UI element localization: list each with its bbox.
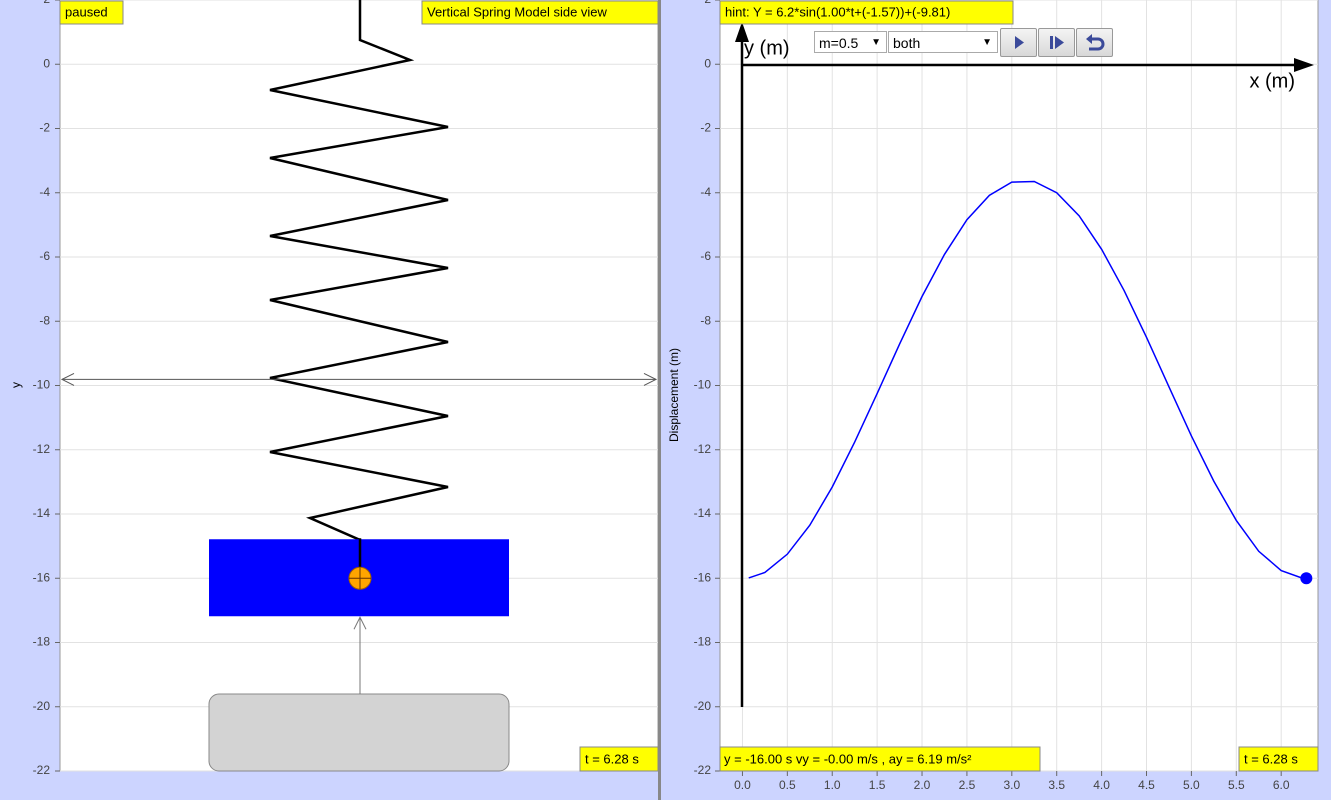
time-box <box>579 746 659 772</box>
y-tick-label: -14 <box>33 506 51 520</box>
y-tick-label: -6 <box>700 249 711 263</box>
play-button[interactable] <box>1000 28 1037 57</box>
title-box <box>421 0 659 25</box>
y-tick-label: -2 <box>700 121 711 135</box>
x-tick-label: 4.5 <box>1138 778 1155 792</box>
icon <box>1086 34 1105 51</box>
mass-select[interactable]: m=0.5 ▼ <box>814 31 887 53</box>
crosshair <box>349 567 371 590</box>
readout-box <box>719 746 1041 772</box>
y-tick-label: -10 <box>33 378 51 392</box>
title: Vertical Spring Model side view <box>427 4 608 19</box>
y-tick-label: -20 <box>33 699 51 713</box>
x-tick-label: 2.0 <box>914 778 931 792</box>
step-button[interactable] <box>1038 28 1075 57</box>
x-tick-label: 5.0 <box>1183 778 1200 792</box>
y-tick-label: -12 <box>33 442 51 456</box>
y-tick-label: -22 <box>33 763 51 777</box>
y-tick-label: -4 <box>700 185 711 199</box>
x-tick-label: 6.0 <box>1273 778 1290 792</box>
y-tick-label: -16 <box>33 570 51 584</box>
axis-y-name: y (m) <box>744 37 790 59</box>
y-tick-label: -18 <box>33 635 51 649</box>
mass-select-text: m=0.5 <box>819 35 859 51</box>
y-tick-label: -8 <box>700 313 711 327</box>
time: t = 6.28 s <box>1244 751 1298 766</box>
mode-select-text: both <box>893 35 921 51</box>
x-tick-label: 0.0 <box>734 778 751 792</box>
x-tick-label: 3.5 <box>1048 778 1065 792</box>
arrowhead <box>1294 58 1314 72</box>
spring <box>269 0 449 579</box>
status: paused <box>65 4 108 19</box>
readout: y = -16.00 s vy = -0.00 m/s , ay = 6.19 … <box>724 751 972 766</box>
left-y-label: y <box>9 382 23 388</box>
hint-box <box>719 0 1014 25</box>
divider <box>658 0 661 800</box>
y-tick-label: 0 <box>704 56 711 70</box>
x-tick-label: 0.5 <box>779 778 796 792</box>
hint: hint: Y = 6.2*sin(1.00*t+(-1.57))+(-9.81… <box>725 4 950 19</box>
y-tick-label: -16 <box>694 570 712 584</box>
x-tick-label: 1.5 <box>869 778 886 792</box>
x-tick-label: 3.0 <box>1003 778 1020 792</box>
y-tick-label: -8 <box>39 313 50 327</box>
arrowhead <box>60 372 658 386</box>
y-tick-label: -18 <box>694 635 712 649</box>
status-box <box>59 0 124 25</box>
displacement-curve <box>748 180 1307 580</box>
x-tick-label: 2.5 <box>959 778 976 792</box>
icon <box>1050 36 1064 49</box>
arrowhead <box>735 22 749 42</box>
y-tick-label: -22 <box>694 763 712 777</box>
y-tick-label: -2 <box>39 121 50 135</box>
y-tick-label: -6 <box>39 249 50 263</box>
y-tick-label: 0 <box>43 56 50 70</box>
y-tick-label: -10 <box>694 378 712 392</box>
icon <box>1015 36 1024 49</box>
x-tick-label: 1.0 <box>824 778 841 792</box>
y-tick-label: 2 <box>704 0 711 6</box>
arrowhead <box>353 616 367 630</box>
x-tick-label: 5.5 <box>1228 778 1245 792</box>
time-box <box>1238 746 1319 772</box>
y-tick-label: -12 <box>694 442 712 456</box>
right-y-label: Displacement (m) <box>667 348 681 442</box>
y-tick-label: -4 <box>39 185 50 199</box>
current-point <box>1300 572 1313 585</box>
ground <box>208 693 510 772</box>
y-tick-label: -20 <box>694 699 712 713</box>
y-tick-label: 2 <box>43 0 50 6</box>
x-tick-label: 4.0 <box>1093 778 1110 792</box>
y-tick-label: -14 <box>694 506 712 520</box>
axis-x-name: x (m) <box>1249 70 1295 92</box>
reset-button[interactable] <box>1076 28 1113 57</box>
time: t = 6.28 s <box>585 751 639 766</box>
mode-select[interactable]: both ▼ <box>888 31 998 53</box>
